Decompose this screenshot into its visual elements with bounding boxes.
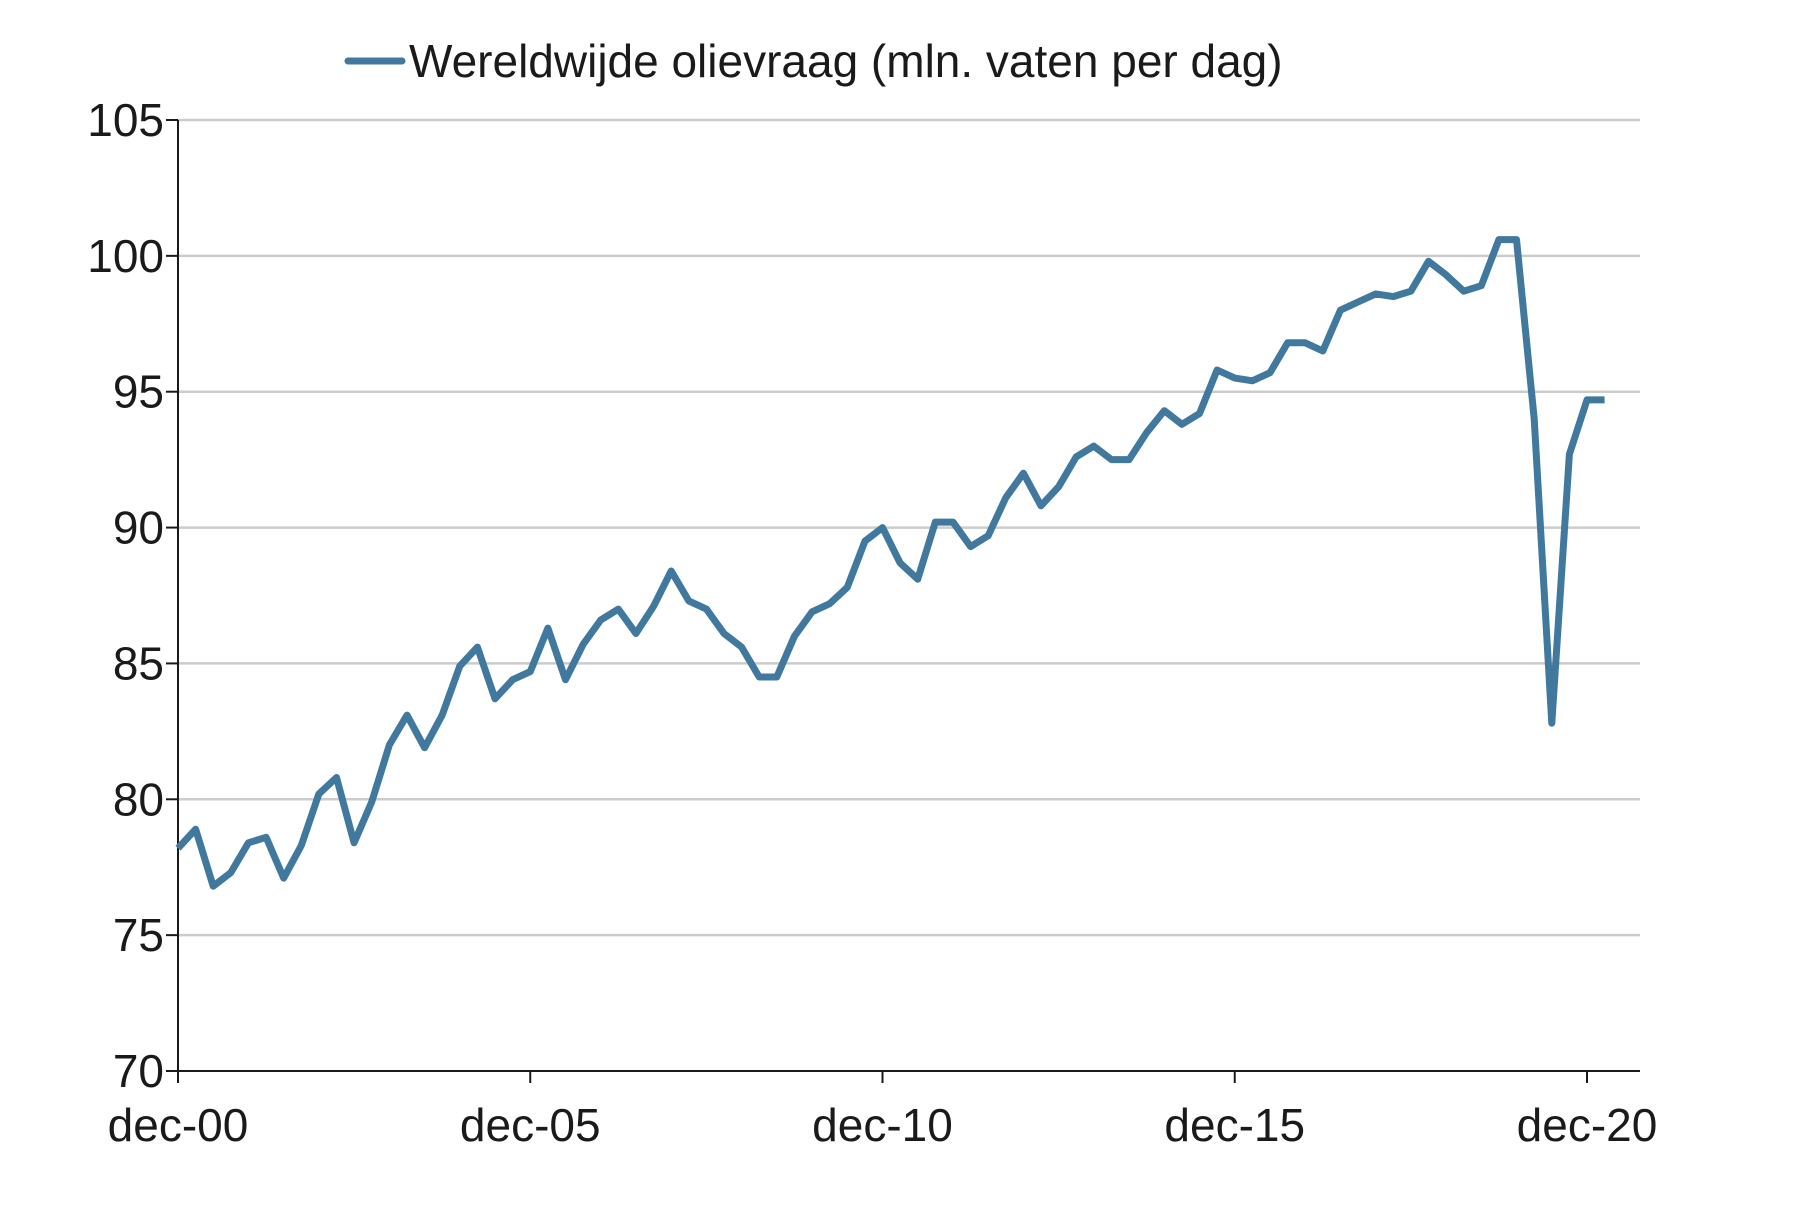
x-axis-tick-labels: dec-00 dec-05 dec-10 dec-15 dec-20 — [108, 1099, 1658, 1151]
y-axis-tick-labels: 70 75 80 85 90 95 100 105 — [87, 94, 164, 1097]
legend-label: Wereldwijde olievraag (mln. vaten per da… — [409, 35, 1283, 87]
legend: Wereldwijde olievraag (mln. vaten per da… — [344, 35, 1283, 87]
x-tick-label-dec-10: dec-10 — [812, 1099, 953, 1151]
x-tick-label-dec-20: dec-20 — [1517, 1099, 1658, 1151]
x-tick-label-dec-15: dec-15 — [1164, 1099, 1305, 1151]
y-tick-label-105: 105 — [87, 94, 164, 146]
x-tick-label-dec-00: dec-00 — [108, 1099, 249, 1151]
axes — [166, 119, 1640, 1083]
x-tick-label-dec-05: dec-05 — [460, 1099, 601, 1151]
y-tick-label-90: 90 — [113, 502, 164, 554]
series-layer — [175, 236, 1605, 890]
y-tick-label-80: 80 — [113, 773, 164, 825]
y-tick-label-70: 70 — [113, 1045, 164, 1097]
gridlines — [178, 118, 1640, 937]
series-line-0 — [175, 236, 1605, 890]
y-tick-label-95: 95 — [113, 366, 164, 418]
y-tick-label-75: 75 — [113, 909, 164, 961]
y-tick-label-85: 85 — [113, 637, 164, 689]
y-tick-label-100: 100 — [87, 230, 164, 282]
